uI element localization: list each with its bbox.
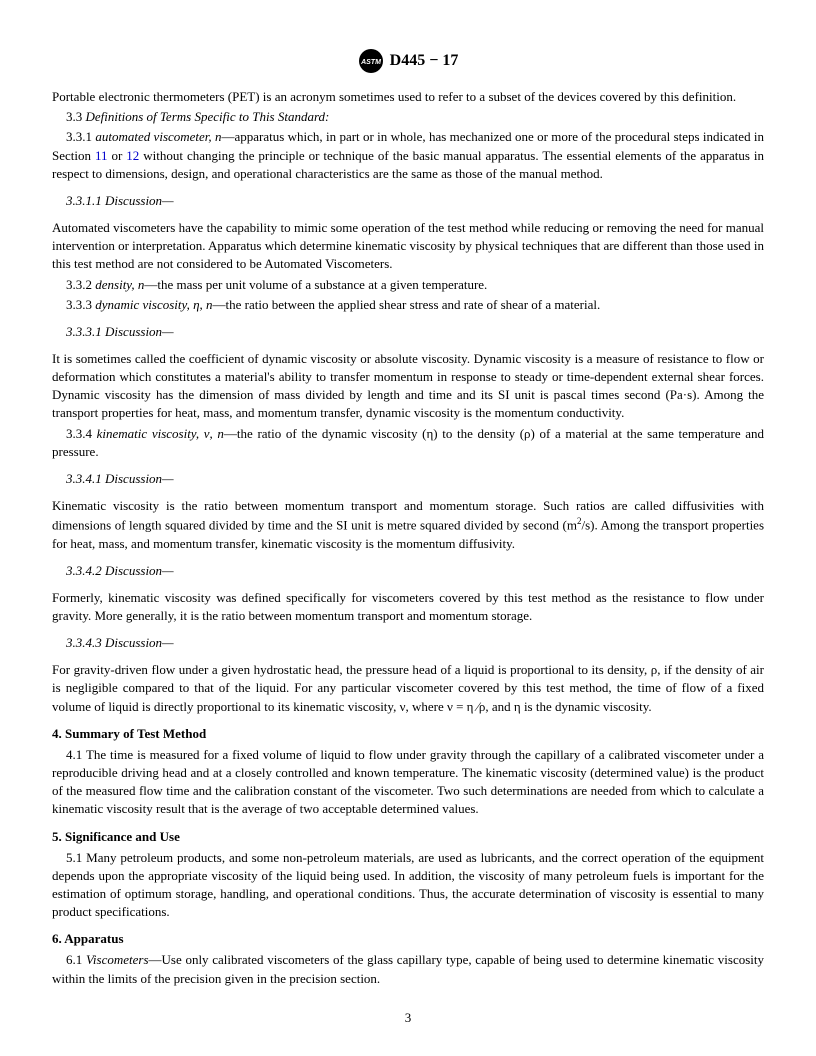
heading-section-5: 5. Significance and Use bbox=[52, 829, 764, 845]
section-3-3: 3.3 Definitions of Terms Specific to Thi… bbox=[52, 108, 764, 126]
page-number: 3 bbox=[0, 1010, 816, 1026]
discussion-3-3-4-2-label: 3.3.4.2 Discussion— bbox=[66, 563, 764, 579]
term-viscometers: Viscometers bbox=[86, 952, 149, 967]
text-3-3-1-b: without changing the principle or techni… bbox=[52, 148, 764, 181]
discussion-3-3-1-1-label: 3.3.1.1 Discussion— bbox=[66, 193, 764, 209]
discussion-3-3-3-1-label: 3.3.3.1 Discussion— bbox=[66, 324, 764, 340]
document-id: D445 − 17 bbox=[390, 52, 459, 70]
discussion-3-3-4-1-label: 3.3.4.1 Discussion— bbox=[66, 471, 764, 487]
section-5-1: 5.1 Many petroleum products, and some no… bbox=[52, 849, 764, 922]
section-6-1: 6.1 Viscometers—Use only calibrated visc… bbox=[52, 951, 764, 987]
section-3-3-1: 3.3.1 automated viscometer, n—apparatus … bbox=[52, 128, 764, 183]
heading-section-4: 4. Summary of Test Method bbox=[52, 726, 764, 742]
text-6-1: —Use only calibrated viscometers of the … bbox=[52, 952, 764, 985]
num-6-1: 6.1 bbox=[66, 952, 86, 967]
num-4-1: 4.1 bbox=[66, 747, 86, 762]
document-header: ASTM D445 − 17 bbox=[52, 48, 764, 74]
discussion-3-3-4-2-text: Formerly, kinematic viscosity was define… bbox=[52, 589, 764, 625]
section-3-3-title: Definitions of Terms Specific to This St… bbox=[86, 109, 330, 124]
term-dynamic-viscosity: dynamic viscosity, η, n bbox=[95, 297, 212, 312]
discussion-3-3-4-1-text: Kinematic viscosity is the ratio between… bbox=[52, 497, 764, 553]
link-section-12[interactable]: 12 bbox=[126, 148, 139, 163]
astm-logo-icon: ASTM bbox=[358, 48, 384, 74]
text-4-1: The time is measured for a fixed volume … bbox=[52, 747, 764, 817]
heading-section-6: 6. Apparatus bbox=[52, 931, 764, 947]
discussion-3-3-4-3-text: For gravity-driven flow under a given hy… bbox=[52, 661, 764, 716]
num-3-3-4: 3.3.4 bbox=[66, 426, 97, 441]
link-section-11[interactable]: 11 bbox=[95, 148, 108, 163]
num-3-3-2: 3.3.2 bbox=[66, 277, 95, 292]
discussion-3-3-4-3-label: 3.3.4.3 Discussion— bbox=[66, 635, 764, 651]
text-or: or bbox=[108, 148, 127, 163]
text-5-1: Many petroleum products, and some non-pe… bbox=[52, 850, 764, 920]
text-3-3-3: —the ratio between the applied shear str… bbox=[213, 297, 601, 312]
num-3-3-3: 3.3.3 bbox=[66, 297, 95, 312]
text-3-3-2: —the mass per unit volume of a substance… bbox=[144, 277, 487, 292]
num-5-1: 5.1 bbox=[66, 850, 86, 865]
discussion-3-3-3-1-text: It is sometimes called the coefficient o… bbox=[52, 350, 764, 423]
term-kinematic-viscosity: kinematic viscosity, ν, n bbox=[97, 426, 224, 441]
num-3-3-1: 3.3.1 bbox=[66, 129, 95, 144]
svg-text:ASTM: ASTM bbox=[360, 59, 381, 66]
section-3-3-4: 3.3.4 kinematic viscosity, ν, n—the rati… bbox=[52, 425, 764, 461]
term-automated-viscometer: automated viscometer, n bbox=[95, 129, 221, 144]
para-pet: Portable electronic thermometers (PET) i… bbox=[52, 88, 764, 106]
section-3-3-2: 3.3.2 density, n—the mass per unit volum… bbox=[52, 276, 764, 294]
discussion-3-3-1-1-text: Automated viscometers have the capabilit… bbox=[52, 219, 764, 274]
section-4-1: 4.1 The time is measured for a fixed vol… bbox=[52, 746, 764, 819]
section-3-3-prefix: 3.3 bbox=[66, 109, 86, 124]
section-3-3-3: 3.3.3 dynamic viscosity, η, n—the ratio … bbox=[52, 296, 764, 314]
term-density: density, n bbox=[95, 277, 144, 292]
